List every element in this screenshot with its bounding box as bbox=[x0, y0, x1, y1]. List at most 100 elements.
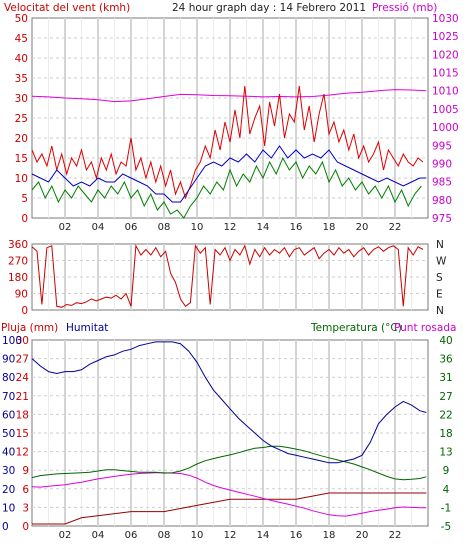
wind-y-tick-label: 0 bbox=[21, 213, 28, 225]
wind-y-tick-label: 45 bbox=[15, 33, 28, 45]
rain-y-tick-label: 9 bbox=[22, 465, 29, 477]
pressure-y-tick-label: 1020 bbox=[432, 49, 459, 61]
rain-line bbox=[32, 492, 427, 525]
pressure-line bbox=[31, 89, 427, 103]
pressure-y-tick-label: 1010 bbox=[432, 86, 459, 98]
pressure-y-tick-label: 1015 bbox=[432, 68, 459, 80]
pressure-y-axis-right: 1030 1025 1020 1015 1010 1005 1000 995 990 985 980… bbox=[432, 13, 459, 225]
wind-y-tick-label: 25 bbox=[15, 113, 28, 125]
pressure-y-tick-label: 995 bbox=[432, 140, 452, 152]
pressure-y-tick-label: 1030 bbox=[432, 13, 459, 25]
humidity-axis-title: Humitat bbox=[66, 322, 108, 334]
temperature-y-axis-right: 40 36 31 27 22 18 13 9 4 -1 -5 bbox=[439, 335, 453, 533]
humidity-y-tick-label: 40 bbox=[2, 447, 15, 459]
humidity-y-tick-label: 30 bbox=[2, 465, 15, 477]
rain-y-tick-label: 30 bbox=[16, 335, 29, 347]
wind-speed-axis-title: Velocitat del vent (kmh) bbox=[4, 2, 130, 14]
x-tick-label: 20 bbox=[356, 530, 369, 541]
dewpoint-axis-title: Punt rosada bbox=[394, 322, 456, 334]
pressure-y-tick-label: 1025 bbox=[432, 31, 459, 43]
humidity-y-tick-label: 60 bbox=[2, 409, 15, 421]
x-tick-label: 08 bbox=[158, 222, 171, 233]
pressure-y-tick-label: 990 bbox=[432, 158, 452, 170]
dewpoint-line bbox=[31, 472, 427, 517]
compass-tick-label: N bbox=[436, 305, 444, 317]
humidity-x-axis: 02 04 06 08 10 12 14 16 18 20 22 bbox=[59, 530, 402, 541]
compass-tick-label: W bbox=[436, 256, 447, 268]
x-tick-label: 06 bbox=[125, 222, 138, 233]
wind-y-tick-label: 50 bbox=[15, 13, 28, 25]
temperature-y-tick-label: -1 bbox=[441, 502, 451, 514]
wind-speed-line bbox=[31, 145, 427, 203]
wind-y-tick-label: 30 bbox=[15, 93, 28, 105]
pressure-y-tick-label: 1000 bbox=[432, 122, 459, 134]
rain-y-tick-label: 27 bbox=[16, 354, 29, 366]
pressure-axis-title: Pressió (mb) bbox=[372, 2, 437, 14]
direction-y-tick-label: 180 bbox=[8, 272, 28, 284]
rain-y-tick-label: 18 bbox=[16, 409, 29, 421]
temperature-y-tick-label: -5 bbox=[441, 521, 451, 533]
humidity-y-tick-label: 20 bbox=[2, 484, 15, 496]
rain-y-tick-label: 3 bbox=[22, 502, 29, 514]
wind-y-tick-label: 10 bbox=[15, 173, 28, 185]
x-tick-label: 22 bbox=[389, 222, 402, 233]
x-tick-label: 02 bbox=[59, 530, 72, 541]
rain-y-tick-label: 12 bbox=[16, 447, 29, 459]
humidity-y-tick-label: 80 bbox=[2, 372, 15, 384]
temperature-y-tick-label: 13 bbox=[439, 447, 452, 459]
x-tick-label: 12 bbox=[224, 530, 237, 541]
wind-y-tick-label: 15 bbox=[15, 153, 28, 165]
wind-grid bbox=[32, 18, 428, 218]
wind-chart-title: 24 hour graph day : 14 Febrero 2011 bbox=[172, 2, 366, 14]
humidity-temperature-chart: Pluja (mm) Humitat Temperatura (°C) Punt… bbox=[1, 322, 456, 541]
wind-gust-line bbox=[31, 85, 424, 200]
humidity-y-tick-label: 50 bbox=[2, 428, 15, 440]
humidity-y-tick-label: 90 bbox=[2, 354, 15, 366]
x-tick-label: 18 bbox=[323, 222, 336, 233]
humidity-y-tick-label: 100 bbox=[2, 335, 22, 347]
direction-y-tick-label: 0 bbox=[21, 305, 28, 317]
rain-y-tick-label: 6 bbox=[22, 484, 29, 496]
x-tick-label: 14 bbox=[257, 222, 270, 233]
x-tick-label: 10 bbox=[191, 222, 204, 233]
pressure-y-tick-label: 980 bbox=[432, 195, 452, 207]
wind-y-tick-label: 5 bbox=[21, 193, 28, 205]
temperature-y-tick-label: 40 bbox=[439, 335, 452, 347]
rain-y-tick-label: 21 bbox=[16, 391, 29, 403]
wind-y-tick-label: 40 bbox=[15, 53, 28, 65]
direction-y-tick-label: 90 bbox=[15, 289, 28, 301]
compass-tick-label: N bbox=[436, 239, 444, 251]
temperature-y-tick-label: 18 bbox=[439, 428, 452, 440]
rain-y-tick-label: 24 bbox=[16, 372, 30, 384]
temperature-y-tick-label: 22 bbox=[439, 409, 452, 421]
wind-pressure-chart: Velocitat del vent (kmh) 24 hour graph d… bbox=[4, 2, 459, 233]
rain-axis-title: Pluja (mm) bbox=[1, 322, 58, 334]
x-tick-label: 20 bbox=[356, 222, 369, 233]
humidity-y-tick-label: 70 bbox=[2, 391, 15, 403]
direction-grid bbox=[32, 244, 428, 310]
wind-average-line bbox=[31, 156, 422, 219]
humidity-grid bbox=[32, 340, 428, 526]
humidity-y-tick-label: 0 bbox=[2, 521, 9, 533]
temperature-y-tick-label: 31 bbox=[439, 372, 452, 384]
temperature-y-tick-label: 27 bbox=[439, 391, 452, 403]
wind-x-axis: 02 04 06 08 10 12 14 16 18 20 22 bbox=[59, 222, 402, 233]
wind-y-tick-label: 20 bbox=[15, 133, 28, 145]
humidity-y-tick-label: 10 bbox=[2, 502, 15, 514]
rain-y-tick-label: 0 bbox=[22, 521, 29, 533]
humidity-line bbox=[31, 341, 427, 464]
x-tick-label: 22 bbox=[389, 530, 402, 541]
temperature-y-tick-label: 36 bbox=[439, 354, 453, 366]
direction-y-tick-label: 360 bbox=[8, 239, 28, 251]
x-tick-label: 02 bbox=[59, 222, 72, 233]
x-tick-label: 06 bbox=[125, 530, 138, 541]
x-tick-label: 04 bbox=[92, 530, 105, 541]
x-tick-label: 14 bbox=[257, 530, 270, 541]
temperature-line bbox=[31, 445, 427, 481]
